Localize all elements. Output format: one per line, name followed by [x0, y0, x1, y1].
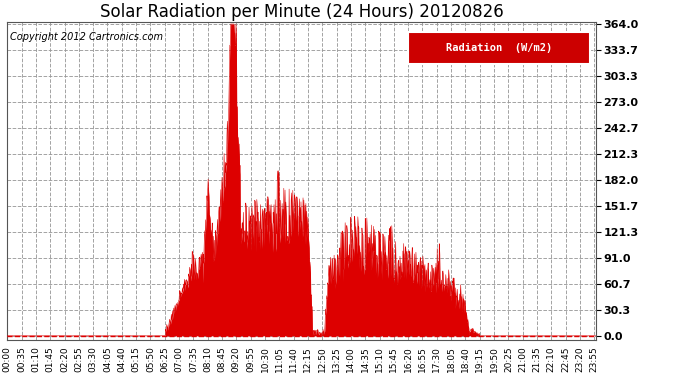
Text: Copyright 2012 Cartronics.com: Copyright 2012 Cartronics.com: [10, 32, 164, 42]
Title: Solar Radiation per Minute (24 Hours) 20120826: Solar Radiation per Minute (24 Hours) 20…: [100, 3, 504, 21]
